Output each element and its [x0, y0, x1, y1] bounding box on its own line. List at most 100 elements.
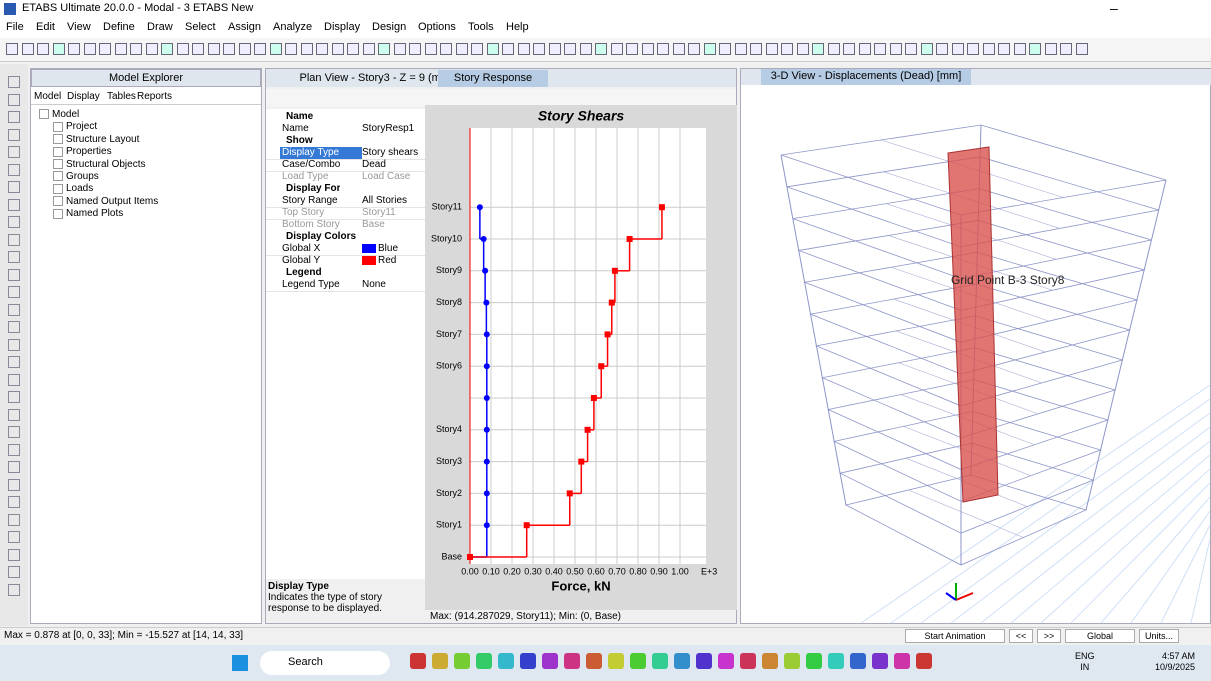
status-button[interactable]: Units...: [1139, 629, 1179, 643]
tool-icon[interactable]: [595, 43, 607, 55]
tool-icon[interactable]: [8, 76, 20, 88]
tool-icon[interactable]: [440, 43, 452, 55]
status-button[interactable]: <<: [1009, 629, 1033, 643]
tool-icon[interactable]: [83, 43, 96, 55]
tool-icon[interactable]: [8, 513, 20, 526]
tool-icon[interactable]: [8, 146, 20, 158]
tool-icon[interactable]: [641, 43, 654, 55]
tool-icon[interactable]: [347, 43, 359, 55]
app-icon[interactable]: [828, 653, 844, 669]
tool-icon[interactable]: [378, 43, 390, 55]
tool-icon[interactable]: [316, 43, 328, 55]
tool-icon[interactable]: [812, 43, 824, 55]
tool-icon[interactable]: [781, 43, 793, 55]
menu-item[interactable]: Define: [103, 21, 135, 33]
tool-icon[interactable]: [285, 43, 297, 55]
app-icon[interactable]: [674, 653, 690, 669]
menu-item[interactable]: Edit: [36, 21, 55, 33]
tree-item[interactable]: Named Output Items: [53, 196, 158, 207]
menu-item[interactable]: File: [6, 21, 24, 33]
tab-active[interactable]: 3-D View - Displacements (Dead) [mm]: [761, 69, 971, 85]
tool-icon[interactable]: [1013, 43, 1026, 55]
tab-active[interactable]: Story Response: [438, 70, 548, 87]
tool-icon[interactable]: [6, 43, 18, 55]
status-button[interactable]: >>: [1037, 629, 1061, 643]
menu-item[interactable]: Design: [372, 21, 407, 33]
tool-icon[interactable]: [1029, 43, 1041, 55]
tool-icon[interactable]: [889, 43, 902, 55]
tool-icon[interactable]: [21, 43, 34, 55]
tree-item[interactable]: Named Plots: [53, 208, 123, 219]
tool-icon[interactable]: [424, 43, 437, 55]
tree-item[interactable]: Properties: [53, 146, 112, 157]
tool-icon[interactable]: [300, 43, 313, 55]
tool-icon[interactable]: [8, 426, 20, 438]
tool-icon[interactable]: [409, 43, 421, 55]
tool-icon[interactable]: [564, 43, 576, 55]
tool-icon[interactable]: [8, 338, 20, 351]
tool-icon[interactable]: [8, 268, 20, 281]
tool-icon[interactable]: [734, 43, 747, 55]
tool-icon[interactable]: [8, 216, 20, 228]
status-button[interactable]: Start Animation: [905, 629, 1005, 643]
language[interactable]: ENG IN: [1075, 651, 1095, 673]
tool-icon[interactable]: [1044, 43, 1057, 55]
tool-icon[interactable]: [765, 43, 778, 55]
tool-icon[interactable]: [827, 43, 840, 55]
explorer-tab[interactable]: Tables: [107, 91, 136, 102]
prop-row[interactable]: Story Range All Stories: [266, 195, 426, 208]
tool-icon[interactable]: [8, 251, 20, 263]
tool-icon[interactable]: [8, 128, 20, 141]
tool-icon[interactable]: [8, 181, 20, 193]
tool-icon[interactable]: [905, 43, 917, 55]
clock[interactable]: 4:57 AM 10/9/2025: [1155, 651, 1195, 673]
tool-icon[interactable]: [8, 163, 20, 176]
tree-item[interactable]: Model: [39, 109, 79, 120]
tool-icon[interactable]: [8, 496, 20, 508]
tool-icon[interactable]: [1075, 43, 1088, 55]
tool-icon[interactable]: [8, 443, 20, 456]
tool-icon[interactable]: [114, 43, 127, 55]
tool-icon[interactable]: [176, 43, 189, 55]
expander[interactable]: [53, 171, 63, 182]
tool-icon[interactable]: [161, 43, 173, 55]
app-icon[interactable]: [894, 653, 910, 669]
tool-icon[interactable]: [145, 43, 158, 55]
tool-icon[interactable]: [626, 43, 638, 55]
menu-item[interactable]: Draw: [147, 21, 173, 33]
menu-item[interactable]: Assign: [228, 21, 262, 33]
expander[interactable]: [53, 121, 63, 132]
app-icon[interactable]: [476, 653, 492, 669]
tool-icon[interactable]: [192, 43, 204, 55]
menu-item[interactable]: Analyze: [273, 21, 313, 33]
tool-icon[interactable]: [750, 43, 762, 55]
tool-icon[interactable]: [672, 43, 685, 55]
app-icon[interactable]: [784, 653, 800, 669]
app-icon[interactable]: [564, 653, 580, 669]
app-icon[interactable]: [586, 653, 602, 669]
tool-icon[interactable]: [719, 43, 731, 55]
app-icon[interactable]: [696, 653, 712, 669]
app-icon[interactable]: [630, 653, 646, 669]
prop-row[interactable]: Case/Combo Dead: [266, 159, 426, 172]
tool-icon[interactable]: [68, 43, 80, 55]
tool-icon[interactable]: [8, 583, 20, 596]
tool-icon[interactable]: [37, 43, 49, 55]
tool-icon[interactable]: [8, 321, 20, 333]
tool-icon[interactable]: [502, 43, 514, 55]
app-icon[interactable]: [652, 653, 668, 669]
tool-icon[interactable]: [920, 43, 933, 55]
prop-row[interactable]: Legend Type None: [266, 279, 426, 292]
app-icon[interactable]: [872, 653, 888, 669]
search-box[interactable]: Search: [260, 651, 390, 675]
tool-icon[interactable]: [8, 408, 20, 421]
tool-icon[interactable]: [796, 43, 809, 55]
tool-icon[interactable]: [254, 43, 266, 55]
explorer-tab[interactable]: Model: [34, 91, 62, 102]
app-icon[interactable]: [850, 653, 866, 669]
menu-item[interactable]: Help: [506, 21, 529, 33]
tool-icon[interactable]: [8, 373, 20, 386]
tool-icon[interactable]: [8, 548, 20, 561]
expander[interactable]: [39, 109, 49, 120]
expander[interactable]: [53, 158, 63, 169]
